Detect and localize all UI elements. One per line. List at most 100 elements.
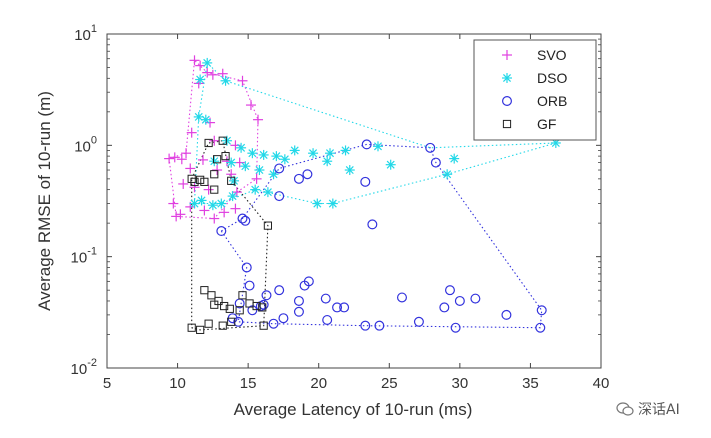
- orb-point: [536, 305, 547, 316]
- svo-point: [253, 114, 264, 125]
- wechat-icon: [616, 402, 634, 416]
- svo-point: [189, 182, 200, 193]
- orb-point: [360, 176, 371, 187]
- dso-point: [262, 187, 273, 198]
- orb-point: [535, 322, 546, 333]
- gf-point: [207, 291, 216, 300]
- legend-box: [473, 39, 597, 141]
- orb-point: [233, 316, 244, 327]
- svo-point: [209, 213, 220, 224]
- orb-hull-outline: [220, 143, 543, 329]
- svo-point: [209, 135, 220, 146]
- y-tick-label: 10-1: [71, 246, 97, 267]
- orb-point: [361, 139, 372, 150]
- dso-point: [322, 156, 333, 167]
- svo-point: [251, 173, 262, 184]
- gf-hull-outline: [191, 140, 269, 331]
- orb-point: [274, 191, 285, 202]
- gf-point: [259, 321, 268, 330]
- dso-point: [372, 141, 383, 152]
- orb-point: [425, 142, 436, 153]
- orb-point: [244, 280, 255, 291]
- gf-point: [187, 174, 196, 183]
- dso-point: [340, 145, 351, 156]
- orb-series: [216, 139, 547, 333]
- legend-label-orb: ORB: [537, 93, 567, 109]
- gf-point: [220, 301, 229, 311]
- x-tick-label: 20: [310, 375, 327, 392]
- svo-point: [202, 67, 213, 78]
- orb-point: [278, 313, 289, 324]
- svo-point: [217, 68, 228, 79]
- dso-point: [268, 169, 279, 180]
- svo-point: [181, 148, 192, 159]
- orb-point: [450, 322, 461, 333]
- gf-point: [196, 175, 205, 184]
- legend: SVO DSO ORB GF: [473, 39, 597, 141]
- gf-point: [218, 136, 227, 145]
- legend-marker-dso: [502, 73, 512, 83]
- orb-point: [216, 226, 227, 237]
- dso-point: [200, 114, 211, 125]
- svo-point: [176, 154, 187, 165]
- gf-point: [227, 176, 236, 185]
- legend-label-dso: DSO: [537, 70, 567, 86]
- dso-point: [449, 153, 460, 164]
- x-tick-label: 30: [452, 375, 469, 392]
- y-tick-label: 10-2: [71, 357, 97, 378]
- svo-point: [185, 163, 196, 174]
- x-tick-label: 15: [240, 375, 257, 392]
- gf-point: [204, 319, 213, 328]
- gf-point: [235, 306, 244, 315]
- svo-point: [237, 75, 248, 86]
- dso-point: [312, 198, 323, 209]
- dso-point: [258, 149, 269, 160]
- dso-point: [236, 142, 247, 153]
- dso-point: [207, 200, 218, 211]
- orb-point: [444, 285, 455, 296]
- y-tick-label: 101: [74, 23, 97, 44]
- gf-point: [225, 304, 234, 313]
- gf-point: [221, 152, 230, 161]
- dso-series: [189, 57, 561, 211]
- svo-hull-outline: [168, 59, 259, 220]
- svo-point: [245, 100, 256, 111]
- orb-point: [274, 163, 285, 174]
- svo-point: [212, 165, 223, 176]
- orb-point: [240, 215, 251, 226]
- x-tick-label: 5: [103, 375, 111, 392]
- svo-point: [164, 153, 175, 164]
- orb-point: [303, 276, 314, 287]
- orb-point: [237, 213, 248, 224]
- svo-point: [230, 203, 241, 214]
- gf-point: [210, 185, 219, 194]
- tick-layer: 5 10 15 20 25 30 35 40 10-2 10-1 100 101: [71, 23, 610, 392]
- svo-point: [175, 209, 186, 220]
- dso-point: [279, 154, 290, 165]
- orb-point: [241, 262, 252, 273]
- hull-layer: [168, 59, 556, 331]
- watermark-text: 深话AI: [638, 402, 680, 418]
- orb-point: [268, 318, 279, 329]
- dso-point: [240, 161, 251, 172]
- gf-point: [196, 325, 205, 334]
- orb-point: [302, 169, 313, 180]
- dso-point: [216, 198, 227, 209]
- gf-point: [210, 300, 219, 309]
- x-tick-label: 40: [593, 375, 610, 392]
- orb-point: [501, 309, 512, 320]
- dso-point: [550, 137, 561, 148]
- svo-point: [189, 55, 200, 66]
- svo-point: [178, 178, 189, 189]
- gf-point: [190, 177, 199, 186]
- dso-point: [327, 198, 338, 209]
- gf-point: [258, 303, 267, 312]
- svo-point: [168, 198, 179, 209]
- legend-label-svo: SVO: [537, 47, 567, 63]
- gf-point: [252, 301, 261, 311]
- dso-point: [271, 151, 282, 162]
- x-tick-label: 10: [169, 375, 186, 392]
- svo-point: [199, 205, 210, 216]
- svo-point: [195, 60, 206, 71]
- svo-point: [231, 187, 242, 198]
